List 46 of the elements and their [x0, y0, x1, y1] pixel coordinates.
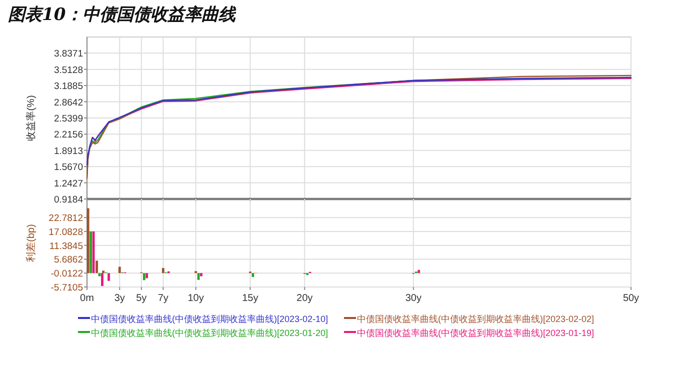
x-tick-label: 20y: [296, 293, 313, 304]
y-tick-label: 22.7812: [48, 213, 83, 224]
y-tick-label: 5.6862: [54, 254, 83, 266]
bar: [118, 266, 121, 274]
y-tick-label: 17.0828: [48, 226, 83, 238]
y-tick-label: 3.1885: [54, 81, 83, 92]
y-axis-title: 利差(bp): [25, 224, 37, 262]
x-tick-label: 30y: [405, 293, 422, 304]
x-tick-label: 10y: [188, 293, 204, 304]
legend-label: 中债国债收益率曲线(中债收益到期收益率曲线)[2023-01-20]: [91, 328, 328, 338]
y-tick-label: 1.2427: [54, 178, 83, 190]
bar: [146, 273, 148, 278]
x-tick-label: 0m: [80, 293, 94, 304]
bar: [86, 208, 90, 274]
bar: [162, 268, 164, 274]
y-tick-label: 3.5128: [54, 64, 83, 76]
legend-label: 中债国债收益率曲线(中债收益到期收益率曲线)[2023-02-02]: [357, 314, 594, 324]
y-tick-label: 1.5670: [54, 162, 83, 174]
y-tick-label: 2.8642: [54, 97, 83, 108]
legend-label: 中债国债收益率曲线(中债收益到期收益率曲线)[2023-01-19]: [357, 328, 594, 338]
x-tick-label: 15y: [242, 293, 258, 304]
y-tick-label: 2.2156: [54, 130, 83, 141]
chart-title: 图表10：中债国债收益率曲线: [8, 5, 237, 25]
bar: [96, 260, 98, 274]
bar: [102, 270, 105, 274]
y-tick-label: 1.8913: [54, 146, 83, 157]
y-tick-label: 0.9184: [54, 194, 83, 206]
x-tick-label: 7y: [158, 293, 168, 304]
legend-label: 中债国债收益率曲线(中债收益到期收益率曲线)[2023-02-10]: [91, 314, 328, 324]
bar: [252, 273, 254, 277]
y-tick-label: 2.5399: [54, 113, 83, 124]
x-tick-label: 50y: [622, 293, 640, 304]
bar: [98, 273, 101, 276]
y-axis-title: 收益率(%): [25, 95, 37, 141]
bar: [142, 273, 146, 280]
bar: [90, 231, 92, 274]
bar: [200, 273, 202, 276]
y-tick-label: -0.0122: [50, 268, 83, 280]
x-tick-label: 3y: [114, 293, 125, 304]
x-tick-label: 5y: [136, 293, 147, 304]
bar: [108, 273, 110, 281]
bar: [101, 273, 104, 286]
y-tick-label: 11.3845: [49, 240, 83, 252]
bar: [418, 270, 420, 274]
y-tick-label: 3.8371: [54, 48, 83, 60]
y-tick-label: -5.7105: [50, 282, 83, 294]
